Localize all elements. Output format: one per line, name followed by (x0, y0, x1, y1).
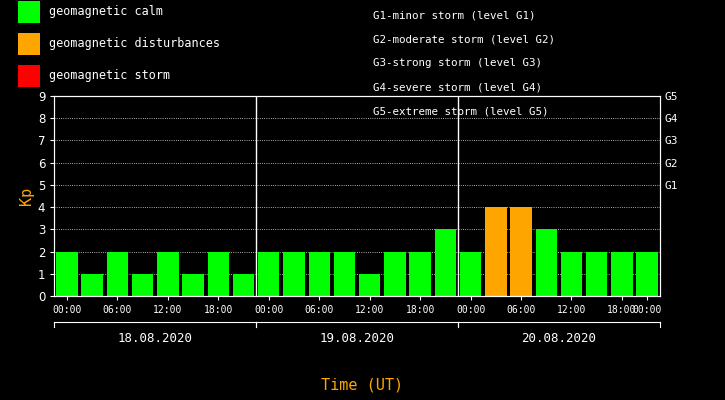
Bar (81, 274, 103, 296)
Text: G2-moderate storm (level G2): G2-moderate storm (level G2) (373, 34, 555, 44)
Bar (309, 252, 330, 296)
Bar (637, 252, 658, 296)
Bar (434, 229, 456, 296)
Bar (586, 252, 608, 296)
Bar (183, 274, 204, 296)
Bar (560, 252, 582, 296)
Bar (57, 252, 78, 296)
Bar (611, 252, 633, 296)
Text: 19.08.2020: 19.08.2020 (320, 332, 394, 344)
Bar (485, 207, 507, 296)
Bar (258, 252, 280, 296)
Text: G4-severe storm (level G4): G4-severe storm (level G4) (373, 82, 542, 92)
Bar (157, 252, 178, 296)
Bar (132, 274, 154, 296)
Text: G3-strong storm (level G3): G3-strong storm (level G3) (373, 58, 542, 68)
Text: geomagnetic disturbances: geomagnetic disturbances (49, 38, 220, 50)
Bar (460, 252, 481, 296)
Bar (410, 252, 431, 296)
Text: 18.08.2020: 18.08.2020 (117, 332, 193, 344)
Bar (384, 252, 405, 296)
Text: 20.08.2020: 20.08.2020 (521, 332, 597, 344)
Y-axis label: Kp: Kp (19, 187, 33, 205)
Text: geomagnetic calm: geomagnetic calm (49, 6, 162, 18)
Text: Time (UT): Time (UT) (321, 377, 404, 392)
Text: G5-extreme storm (level G5): G5-extreme storm (level G5) (373, 106, 549, 116)
Bar (207, 252, 229, 296)
Bar (283, 252, 304, 296)
Text: G1-minor storm (level G1): G1-minor storm (level G1) (373, 10, 536, 20)
Bar (334, 252, 355, 296)
Bar (510, 207, 531, 296)
Text: geomagnetic storm: geomagnetic storm (49, 70, 170, 82)
Bar (107, 252, 128, 296)
Bar (359, 274, 381, 296)
Bar (233, 274, 254, 296)
Bar (536, 229, 557, 296)
